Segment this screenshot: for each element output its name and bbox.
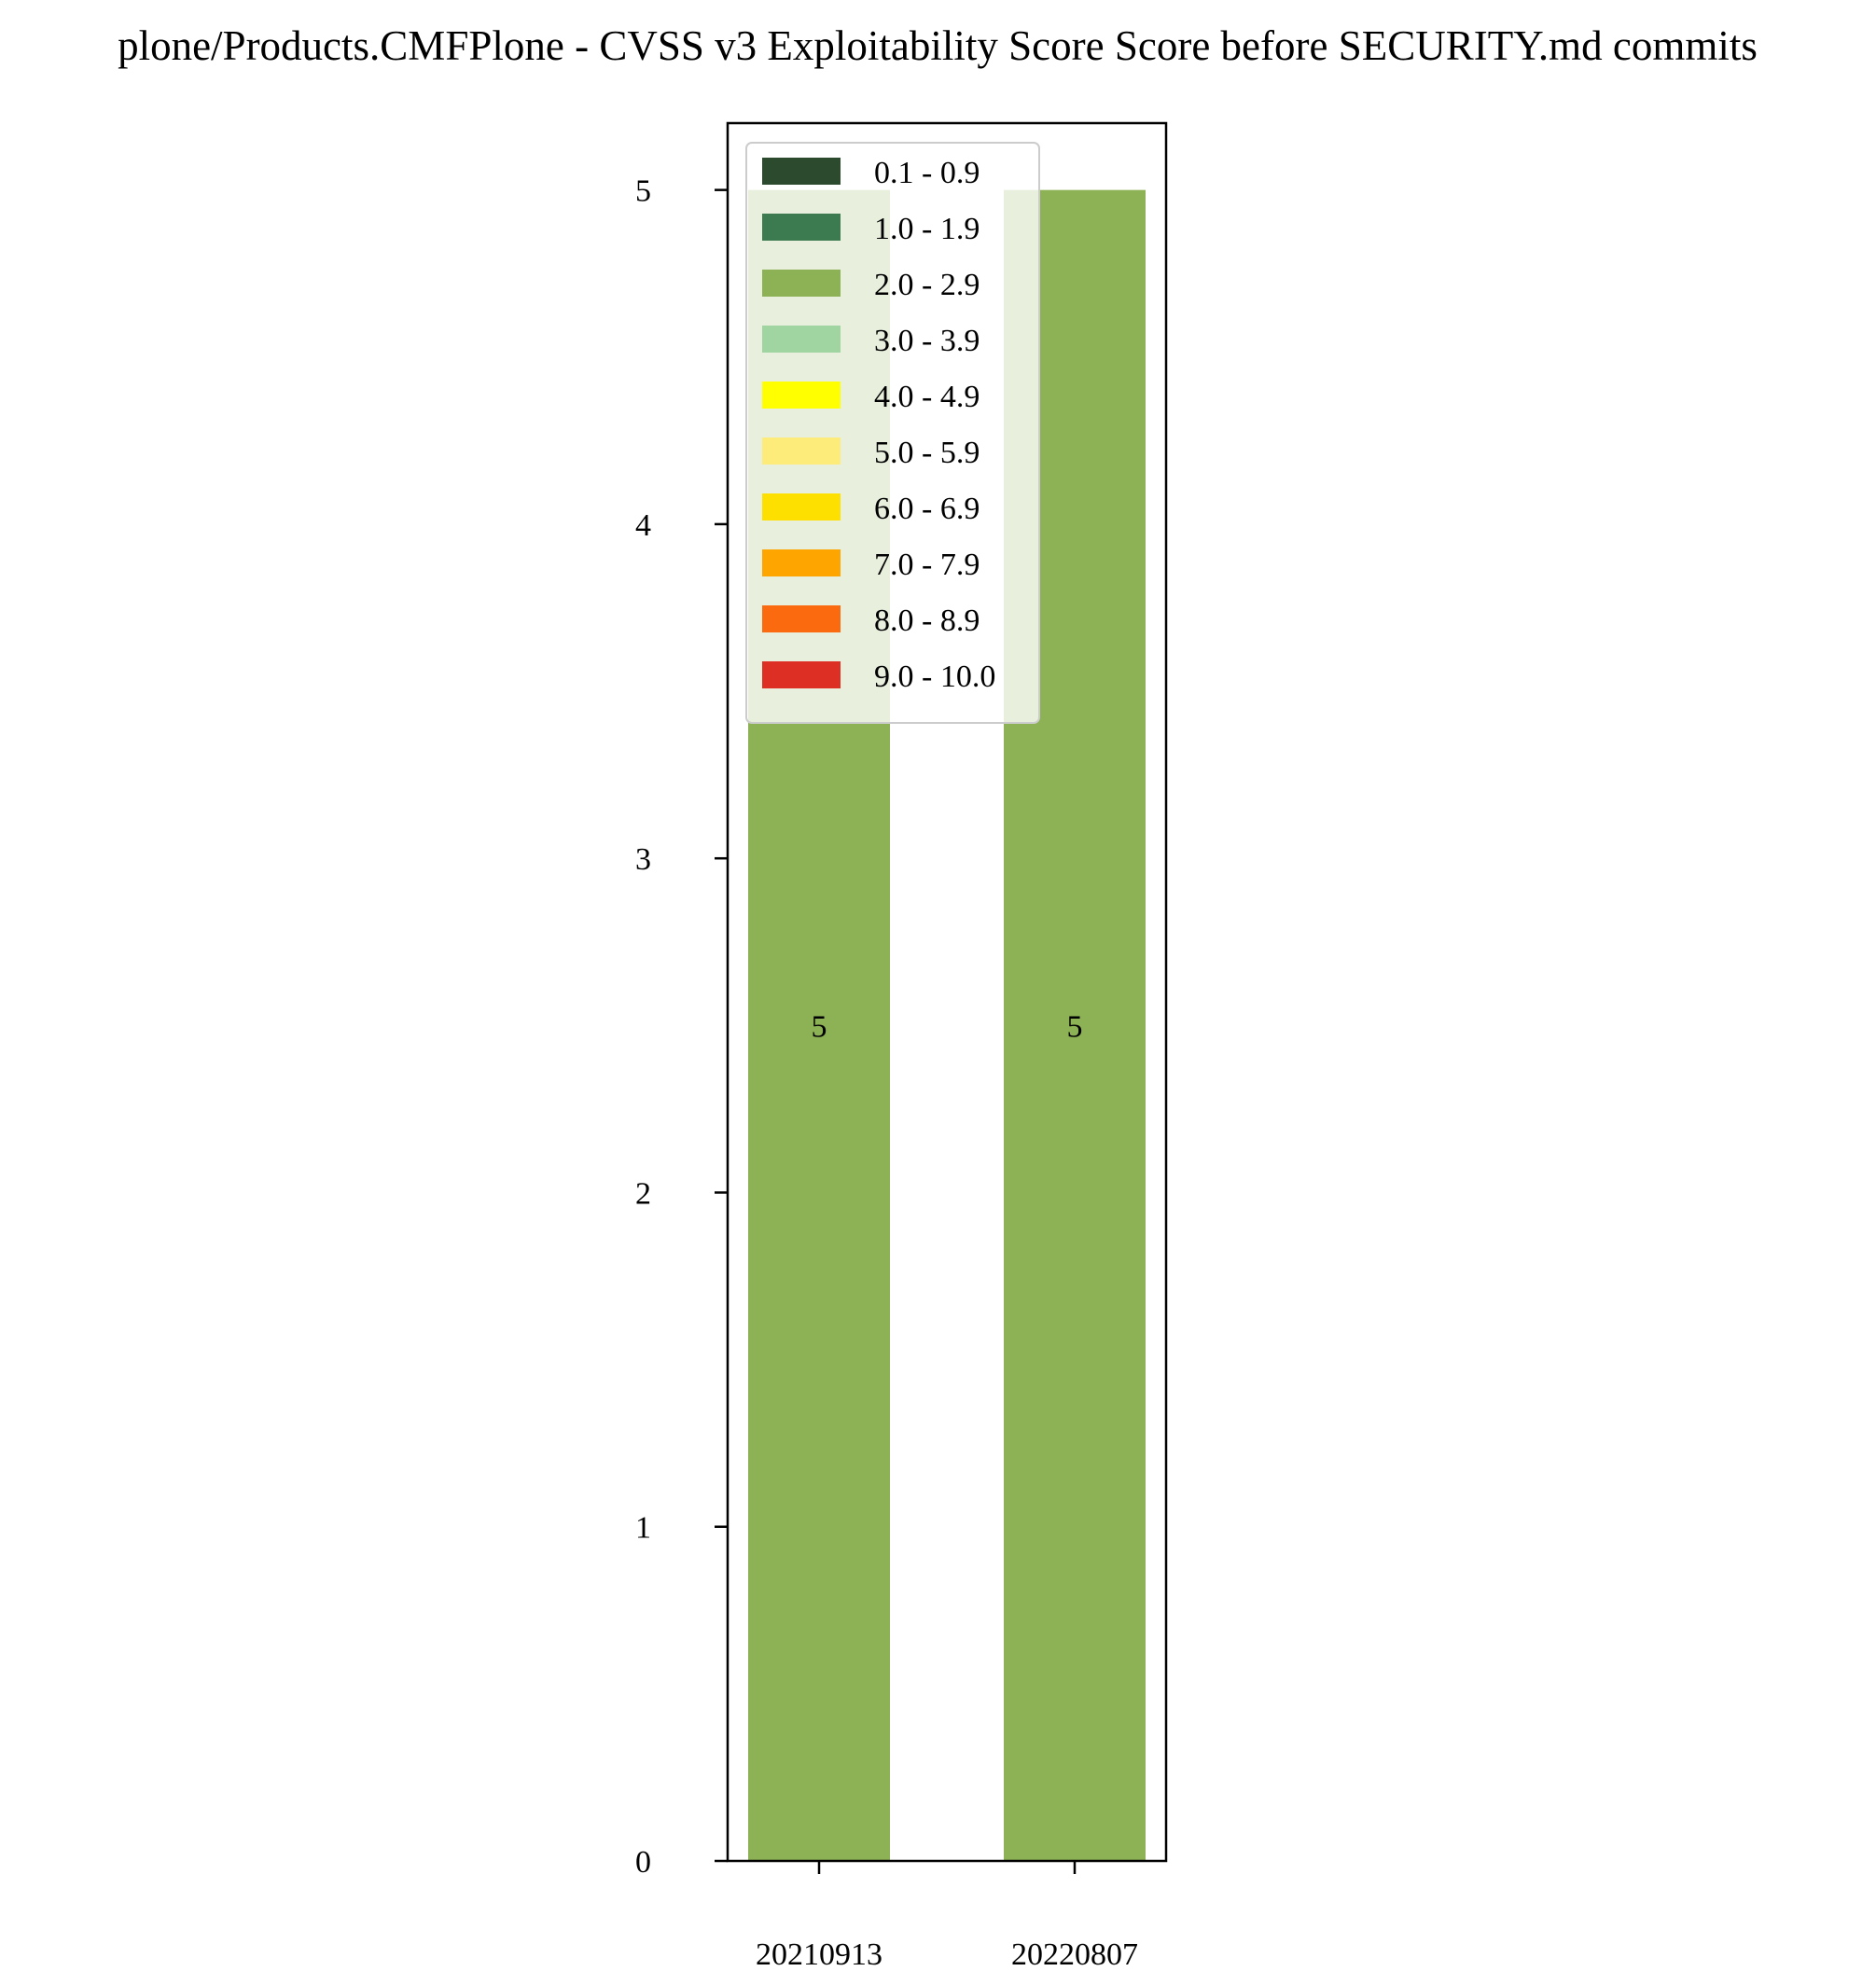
- data-label-20210913: 5: [812, 1009, 827, 1044]
- legend-swatch-0: [762, 158, 841, 185]
- legend-label-8: 8.0 - 8.9: [874, 604, 980, 638]
- legend-swatch-7: [762, 549, 841, 576]
- legend-label-2: 2.0 - 2.9: [874, 268, 980, 302]
- y-tick-label-1: 1: [635, 1511, 651, 1546]
- axes-layer: 0 1 2 3 4 5 20210913 20220807: [635, 121, 1168, 1972]
- legend-label-7: 7.0 - 7.9: [874, 548, 980, 582]
- x-tick-label-20220807: 20220807: [1011, 1937, 1138, 1972]
- legend-swatch-9: [762, 661, 841, 688]
- legend-swatch-8: [762, 605, 841, 632]
- legend: 0.1 - 0.9 1.0 - 1.9 2.0 - 2.9 3.0 - 3.9 4.0 …: [745, 142, 1040, 724]
- y-tick-label-5: 5: [635, 174, 651, 209]
- legend-swatch-4: [762, 382, 841, 409]
- legend-label-3: 3.0 - 3.9: [874, 324, 980, 358]
- legend-swatch-1: [762, 214, 841, 241]
- legend-label-6: 6.0 - 6.9: [874, 492, 980, 526]
- legend-label-1: 1.0 - 1.9: [874, 212, 980, 246]
- legend-label-4: 4.0 - 4.9: [874, 380, 980, 414]
- chart-title: plone/Products.CMFPlone - CVSS v3 Exploi…: [118, 22, 1758, 69]
- legend-swatch-5: [762, 437, 841, 465]
- legend-swatch-2: [762, 270, 841, 297]
- legend-swatch-6: [762, 493, 841, 521]
- legend-label-9: 9.0 - 10.0: [874, 659, 995, 694]
- x-tick-label-20210913: 20210913: [756, 1937, 882, 1972]
- y-tick-label-3: 3: [635, 842, 651, 877]
- y-tick-label-4: 4: [635, 508, 651, 543]
- data-label-20220807: 5: [1067, 1009, 1083, 1044]
- y-tick-label-0: 0: [635, 1845, 651, 1880]
- plot-frame: [726, 121, 1168, 1863]
- legend-swatch-3: [762, 326, 841, 353]
- y-tick-label-2: 2: [635, 1176, 651, 1211]
- legend-label-5: 5.0 - 5.9: [874, 436, 980, 470]
- legend-label-0: 0.1 - 0.9: [874, 156, 980, 190]
